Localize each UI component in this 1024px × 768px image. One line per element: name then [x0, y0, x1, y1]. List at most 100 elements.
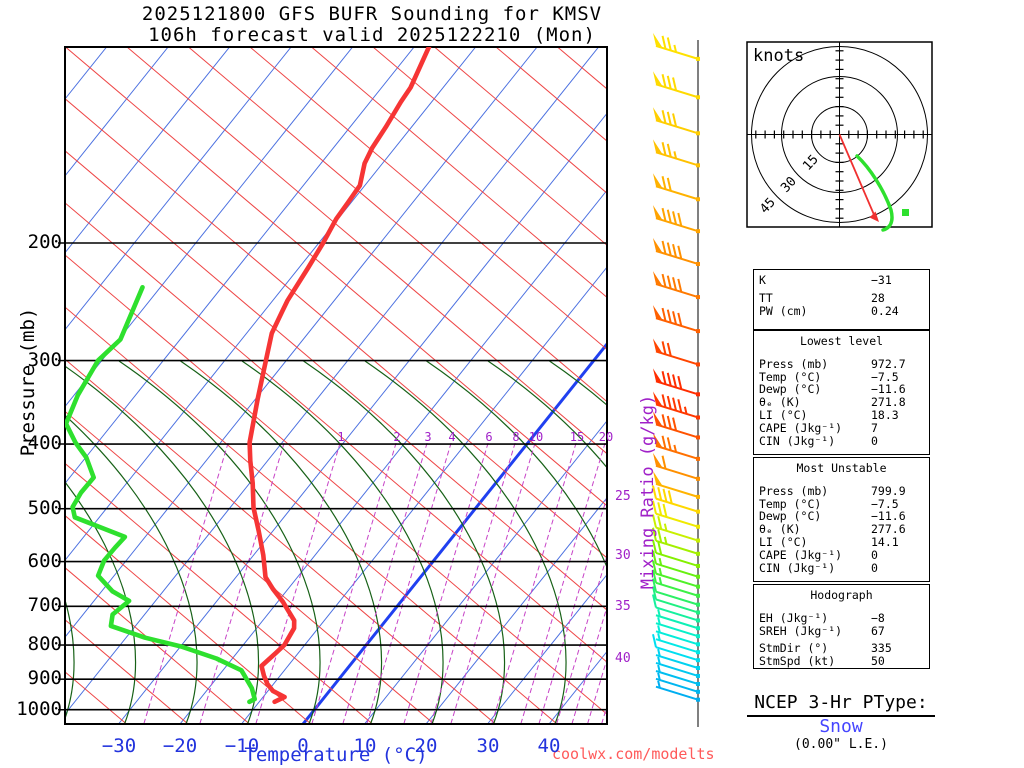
mixing-ratio-label: 1	[337, 430, 345, 444]
stats-row-label: θₑ (K)	[759, 522, 801, 537]
line-shape	[657, 541, 663, 555]
temperature-tick-label: −30	[101, 735, 137, 757]
pressure-tick-label: 500	[27, 497, 62, 519]
stats-row-label: Press (mb)	[759, 483, 829, 498]
line-shape	[655, 403, 699, 419]
mixing-ratio-label: 10	[528, 430, 544, 444]
line-shape	[661, 207, 667, 222]
mixing-ratio-label-right: 25	[615, 489, 631, 504]
line-shape	[677, 278, 683, 293]
storm-motion-arrowhead	[869, 211, 879, 222]
line-shape	[652, 514, 657, 528]
line-shape	[655, 497, 699, 513]
path-shape	[0, 361, 13, 724]
line-shape	[249, 47, 607, 351]
line-shape	[677, 212, 683, 227]
line-shape	[65, 47, 415, 485]
line-shape	[657, 502, 663, 516]
hodograph-trace	[855, 154, 894, 232]
stats-row-label: CAPE (Jkg⁻¹)	[759, 420, 843, 435]
ptype-header: NCEP 3-Hr PType:	[747, 692, 935, 717]
stats-row-value: 271.8	[871, 395, 906, 410]
line-shape	[65, 306, 558, 724]
line-shape	[652, 539, 657, 554]
line-shape	[65, 462, 373, 724]
stats-row-value: 14.1	[871, 534, 899, 549]
stats-box-hodograph: Hodograph EH (Jkg⁻¹) −8 SREH (Jkg⁻¹) 67 StmDi…	[753, 584, 930, 669]
mixing-ratio-label: 20	[598, 430, 614, 444]
temperature-tick-label: 30	[476, 735, 500, 757]
stats-row-value: −11.6	[871, 509, 906, 524]
stats-row: LI (°C) 18.3	[759, 409, 924, 422]
line-shape	[652, 569, 657, 583]
line-shape	[652, 485, 657, 499]
stats-row: PW (cm) 0.24	[759, 303, 924, 318]
path-shape	[487, 361, 607, 469]
plot-frame	[64, 46, 608, 725]
line-shape	[662, 488, 668, 503]
line-shape	[672, 397, 678, 411]
watermark-link[interactable]: coolwx.com/modelts	[552, 745, 715, 763]
ptype-liquid-equivalent: (0.00" L.E.)	[794, 737, 888, 752]
line-shape	[666, 275, 672, 289]
line-shape	[673, 44, 678, 53]
line-shape	[65, 47, 169, 177]
line-shape	[657, 515, 663, 530]
line-shape	[672, 77, 678, 91]
line-shape	[677, 399, 683, 413]
line-shape	[491, 443, 577, 724]
polygon-shape	[652, 411, 663, 427]
temperature-tick-label: 0	[297, 735, 309, 757]
stats-row-value: 7	[871, 420, 878, 435]
pressure-tick-label: 900	[27, 667, 62, 689]
line-shape	[666, 75, 672, 90]
stats-box-most-unstable: Most Unstable Press (mb) 799.9 Temp (°C) −7.…	[753, 457, 930, 582]
mixing-ratio-label: 4	[448, 430, 456, 444]
line-shape	[667, 490, 673, 504]
line-shape	[658, 577, 663, 585]
line-shape	[255, 443, 341, 724]
stats-row-value: 0	[871, 560, 878, 575]
hodograph-units-label: knots	[753, 46, 805, 66]
line-shape	[666, 437, 672, 451]
stats-row: StmSpd (kt) 50	[759, 655, 924, 668]
stats-row: EH (Jkg⁻¹) −8	[759, 611, 924, 625]
stats-row-value: −7.5	[871, 496, 899, 511]
line-shape	[655, 662, 699, 677]
stats-row-label: PW (cm)	[759, 303, 808, 318]
polygon-shape	[652, 338, 663, 354]
line-shape	[366, 443, 452, 724]
polygon-shape	[652, 71, 663, 87]
stats-row: Press (mb) 972.7	[759, 357, 924, 371]
stats-row: CAPE (Jkg⁻¹) 0	[759, 547, 924, 562]
line-shape	[657, 633, 661, 641]
line-shape	[655, 562, 699, 578]
stats-row: θₑ (K) 277.6	[759, 523, 924, 536]
line-shape	[655, 654, 699, 669]
line-shape	[655, 622, 699, 638]
polygon-shape	[652, 391, 663, 407]
mixing-ratio-label: 3	[424, 430, 432, 444]
mixing-ratio-lines	[143, 443, 607, 724]
stats-row-label: SREH (Jkg⁻¹)	[759, 623, 843, 638]
line-shape	[666, 242, 672, 256]
stats-row-value: 0	[871, 547, 878, 562]
stats-row: StmDir (°) 335	[759, 642, 924, 655]
pressure-tick-label: 400	[27, 432, 62, 454]
line-shape	[657, 664, 661, 673]
line-shape	[663, 536, 668, 545]
stats-row: SREH (Jkg⁻¹) 67	[759, 623, 924, 638]
stats-row-value: 67	[871, 623, 885, 638]
mixing-ratio-label: 2	[393, 430, 401, 444]
stats-row-label: θₑ (K)	[759, 395, 801, 410]
line-shape	[188, 47, 607, 403]
line-shape	[655, 685, 699, 701]
stats-row-value: −31	[871, 273, 892, 287]
line-shape	[179, 189, 607, 724]
line-shape	[65, 47, 607, 507]
polygon-shape	[652, 305, 663, 321]
pressure-tick-label: 600	[27, 550, 62, 572]
stats-row-label: CIN (Jkg⁻¹)	[759, 560, 836, 575]
line-shape	[65, 47, 599, 715]
